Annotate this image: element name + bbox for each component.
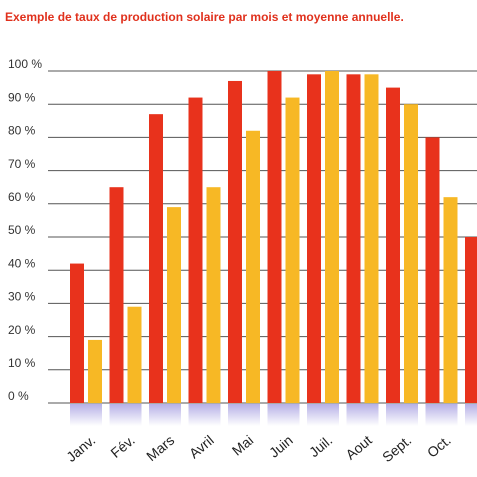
bar xyxy=(188,97,203,403)
reflection xyxy=(346,404,379,426)
bar xyxy=(386,87,400,403)
bar xyxy=(465,237,477,403)
bar xyxy=(88,339,102,403)
reflection xyxy=(70,404,102,426)
bar xyxy=(228,80,242,404)
x-tick-label: Fév. xyxy=(107,432,137,461)
bar xyxy=(285,97,300,403)
reflection xyxy=(307,404,339,426)
reflection xyxy=(386,404,418,426)
bar xyxy=(167,207,181,403)
reflection xyxy=(109,404,142,426)
y-tick-label: 50 % xyxy=(8,223,36,237)
x-tick-label: Avril xyxy=(186,432,217,462)
bar xyxy=(425,137,440,403)
y-tick-label: 10 % xyxy=(8,356,36,370)
x-tick-label: Juin xyxy=(266,432,296,461)
y-tick-label: 70 % xyxy=(8,157,36,171)
y-tick-label: 100 % xyxy=(8,57,42,71)
bar xyxy=(127,306,142,403)
bar xyxy=(307,74,321,403)
bar xyxy=(267,71,282,403)
reflection xyxy=(228,404,260,426)
bar xyxy=(404,104,418,403)
y-tick-label: 60 % xyxy=(8,190,36,204)
y-tick-label: 0 % xyxy=(8,389,29,403)
reflection xyxy=(188,404,221,426)
y-tick-label: 40 % xyxy=(8,256,36,270)
y-tick-label: 90 % xyxy=(8,90,36,104)
x-tick-label: Juil. xyxy=(306,432,335,460)
chart-title: Exemple de taux de production solaire pa… xyxy=(5,10,404,24)
bar xyxy=(149,114,163,403)
x-tick-label: Janv. xyxy=(63,432,98,465)
x-tick-label: Oct. xyxy=(424,432,454,461)
bar xyxy=(70,263,84,403)
bar xyxy=(206,187,221,403)
y-tick-label: 80 % xyxy=(8,124,36,138)
y-tick-label: 20 % xyxy=(8,323,36,337)
x-tick-label: Mai xyxy=(229,432,257,459)
reflection xyxy=(267,404,300,426)
x-tick-label: Mars xyxy=(143,432,177,464)
bar xyxy=(325,71,339,403)
x-tick-label: Sept. xyxy=(379,432,414,465)
x-tick-label: Aout xyxy=(342,432,374,463)
reflection xyxy=(149,404,181,426)
bar xyxy=(109,187,124,403)
bar xyxy=(443,197,458,403)
bar xyxy=(346,74,361,403)
reflection xyxy=(425,404,458,426)
y-tick-label: 30 % xyxy=(8,290,36,304)
bar xyxy=(364,74,379,403)
bar xyxy=(246,130,260,403)
reflection xyxy=(465,404,477,426)
